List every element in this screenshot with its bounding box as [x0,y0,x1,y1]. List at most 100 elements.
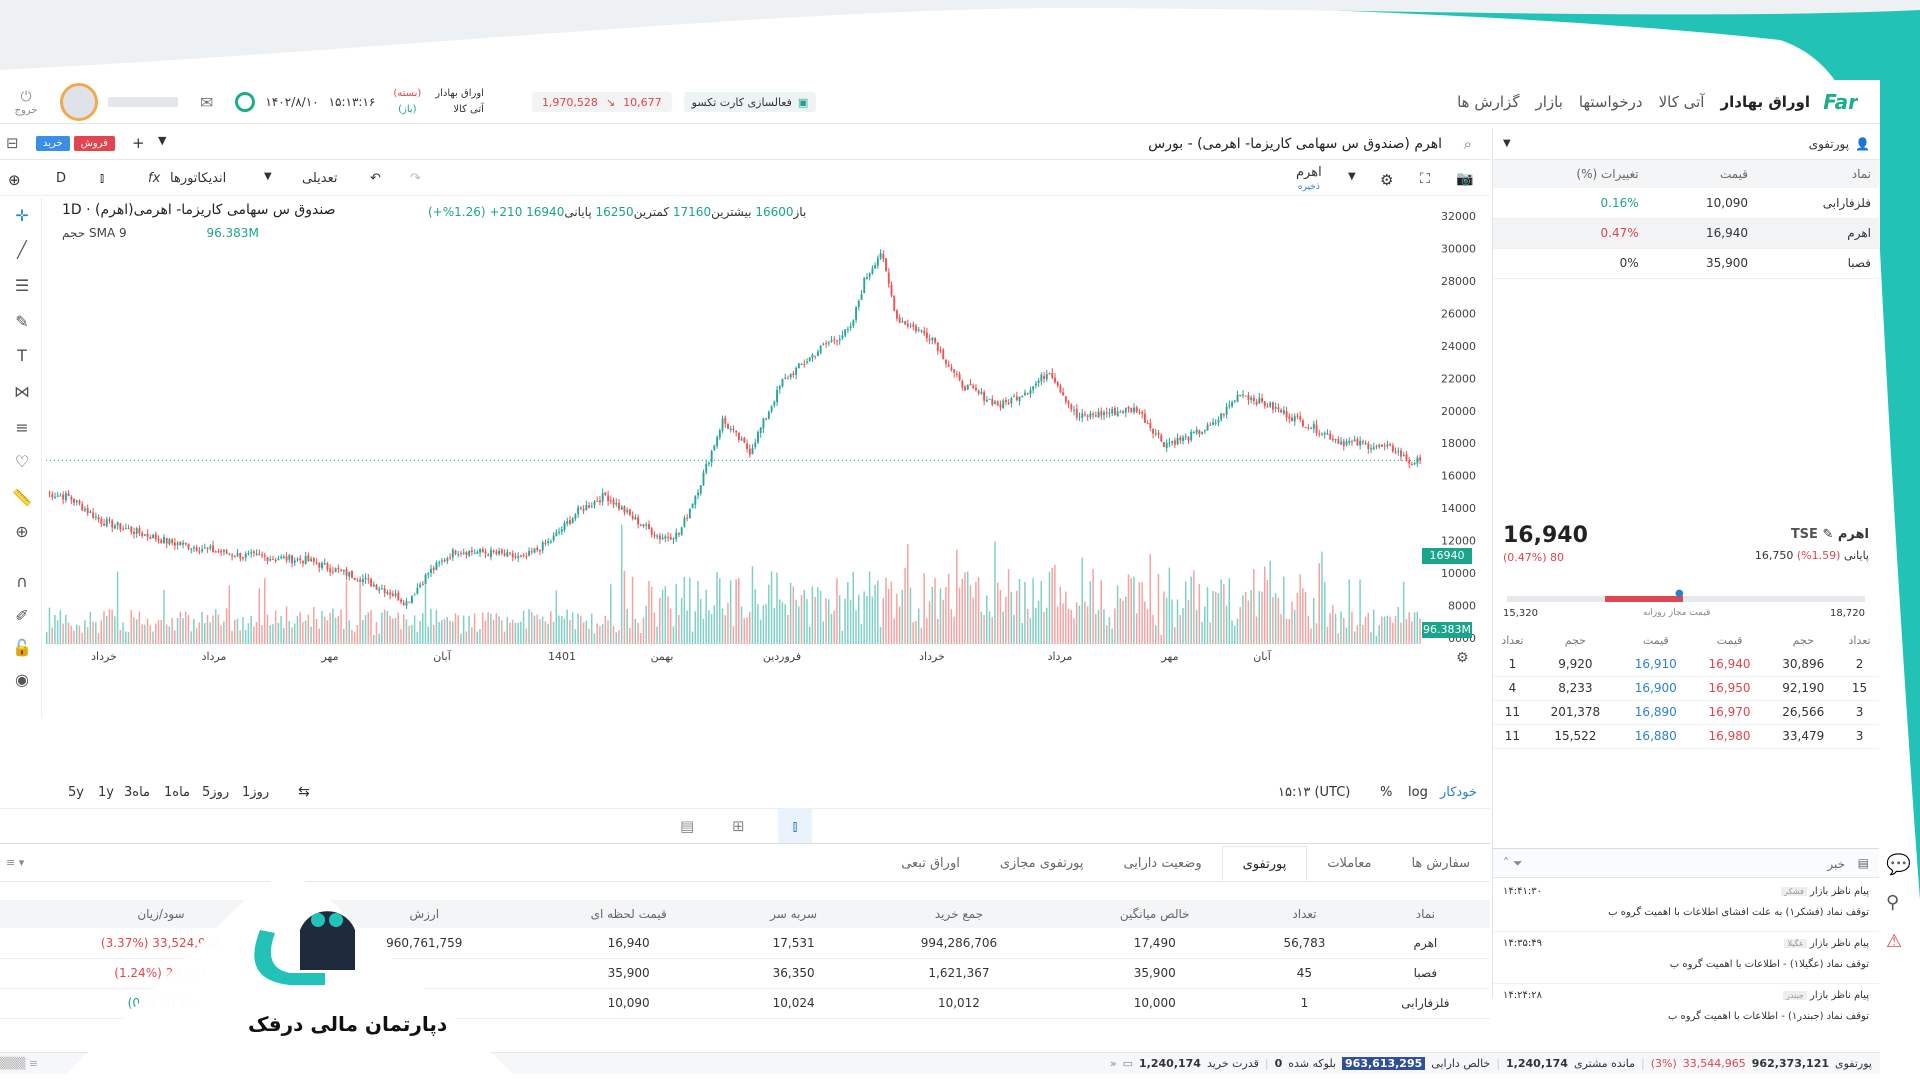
settings-icon[interactable]: ⚙ [1380,171,1394,189]
logout-button[interactable]: ⏻ خروج [6,89,46,116]
range-5d[interactable]: 5روز [202,785,230,800]
utc-time[interactable]: ۱۵:۱۳ (UTC) [1278,785,1351,800]
symbol-title[interactable]: اهرم (صندوق س سهامی کاریزما- اهرمی) - بو… [1148,136,1442,152]
indicators-button[interactable]: اندیکاتورها [170,171,227,186]
filter-icon[interactable]: ⏷ ˄ [1503,856,1523,870]
index-box[interactable]: 1,970,528 ↘ 10,677 [531,92,672,112]
prediction-icon[interactable]: ≡ [15,418,29,437]
range-1d[interactable]: 1روز [242,785,270,800]
range-3m[interactable]: 3ماه [124,785,151,800]
tab-orders[interactable]: سفارش ها [1411,856,1470,871]
order-book-row[interactable]: 11 201,378 16,890 16,970 26,566 3 [1493,700,1879,725]
candle-view-icon[interactable]: ⫾ [778,809,812,843]
wallet-icon[interactable]: ▭ [1122,1057,1134,1070]
range-1m[interactable]: 1ماه [164,785,191,800]
layout-icon[interactable]: ⊟ [6,134,19,152]
volume-tag: 96.383M [1422,622,1472,638]
buy-button[interactable]: خرید [36,136,70,151]
redo-icon[interactable]: ↷ [410,171,421,186]
layout-chevron-icon[interactable]: ▼ [1348,171,1356,182]
news-title[interactable]: خبر [1827,857,1845,871]
nav-securities[interactable]: اوراق بهادار [1720,92,1810,111]
activation-button[interactable]: فعالسازی کارت تکسو ▣ [683,92,817,112]
symbol-info-name[interactable]: اهرم [1837,527,1869,542]
trend-line-icon[interactable]: ╱ [17,240,27,259]
nav-market[interactable]: بازار [1535,92,1563,111]
interval-button[interactable]: D [56,171,67,186]
news-item[interactable]: پیام ناظر بازار جبندر ۱۴:۲۴:۲۸ توقف نماد… [1503,990,1869,1022]
price-chart[interactable]: 6000 8000 10000 12000 14000 16000 18000 20000 22… [42,198,1490,668]
volume-bar [1092,568,1094,644]
grid-view-icon[interactable]: ⊞ [732,817,745,835]
range-1y[interactable]: 1y [98,785,114,800]
col-total-buy[interactable]: جمع خرید [856,900,1062,928]
add-compare-icon[interactable]: ⊕ [8,171,21,189]
news-item[interactable]: پیام ناظر بازار فشکر ۱۴:۴۱:۳۰ توقف نماد … [1493,880,1879,932]
lock-icon[interactable]: 🔓 [12,638,32,657]
add-icon[interactable]: + [132,134,145,152]
col-avg[interactable]: خالص میانگین [1061,900,1249,928]
pattern-icon[interactable]: ⋈ [14,382,30,401]
undo-icon[interactable]: ↶ [370,171,381,186]
candle-body [1334,439,1337,441]
watchlist-row[interactable]: فلزفارابی 10,090 0.16% [1493,188,1879,219]
col-value[interactable]: ارزش [321,900,527,928]
chart-canvas[interactable]: 6000800010000120001400016000180002000022… [42,198,1490,668]
goto-date-icon[interactable]: ⇆ [298,784,310,800]
mail-icon[interactable]: ✉ [200,92,214,112]
order-book-row[interactable]: 1 9,920 16,910 16,940 30,896 2 [1493,652,1879,677]
news-item[interactable]: پیام ناظر بازار عگیلا ۱۴:۳۵:۴۹ توقف نماد… [1493,932,1879,984]
avatar[interactable] [60,83,98,121]
fullscreen-icon[interactable]: ⛶ [1420,171,1430,187]
tab-asset-status[interactable]: وضعیت دارایی [1123,856,1202,871]
chat-icon[interactable]: 💬 [1886,852,1911,876]
text-icon[interactable]: T [17,346,27,365]
tab-trades[interactable]: معاملات [1327,856,1372,871]
percent-toggle[interactable]: % [1380,785,1393,800]
col-last[interactable]: قیمت لحظه ای [526,900,731,928]
chevron-down-icon[interactable]: ▼ [158,134,167,147]
panel-menu-icon[interactable]: ≡ ▾ [6,856,25,869]
nav-requests[interactable]: درخواستها [1578,92,1643,111]
edit-icon[interactable]: ✎ [1822,527,1834,542]
adjust-button[interactable]: تعدیلی [302,171,338,186]
adjust-chevron-icon[interactable]: ▼ [264,171,272,182]
order-book-row[interactable]: 4 8,233 16,900 16,950 92,190 15 [1493,676,1879,701]
chart-type-icon[interactable]: ⫾ [100,171,105,186]
layout-name-button[interactable]: اهرم ذخیره [1296,165,1322,192]
bar-chart-view-icon[interactable]: ▤ [680,817,695,835]
support-icon[interactable]: ⚲ [1886,892,1900,913]
camera-icon[interactable]: 📷 [1456,171,1474,187]
tab-rights[interactable]: اوراق تبعی [901,856,960,871]
magnet-icon[interactable]: ∩ [16,572,28,591]
log-toggle[interactable]: log [1408,785,1428,800]
tab-virtual-portfolio[interactable]: پورتفوی مجازی [999,856,1084,871]
sell-button[interactable]: فروش [73,136,115,151]
nav-reports[interactable]: گزارش ها [1457,92,1520,111]
col-symbol[interactable]: نماد [1360,900,1490,928]
collapse-icon[interactable]: « [1109,1057,1117,1070]
col-breakeven[interactable]: سربه سر [730,900,857,928]
zoom-in-icon[interactable]: ⊕ [15,522,29,541]
lock-drawing-icon[interactable]: ✐ [15,606,29,625]
heart-icon[interactable]: ♡ [14,452,30,471]
watchlist-title[interactable]: پورتفوی [1808,136,1850,151]
auto-toggle[interactable]: خودکار [1440,785,1477,800]
nav-commodity-futures[interactable]: آتی کالا [1658,92,1705,111]
eye-icon[interactable]: ◉ [15,670,29,689]
search-icon[interactable]: ⌕ [1463,135,1472,153]
tab-portfolio[interactable]: پورتفوی [1221,846,1308,881]
crosshair-icon[interactable]: ✛ [15,206,29,225]
col-count[interactable]: تعداد [1248,900,1361,928]
order-book-row[interactable]: 11 15,522 16,880 16,980 33,479 3 [1493,724,1879,749]
ruler-icon[interactable]: 📏 [12,488,32,507]
brush-icon[interactable]: ✎ [15,312,29,331]
watchlist-row[interactable]: فصبا 35,900 0% [1493,248,1879,279]
alert-icon[interactable]: ⚠ [1886,931,1903,952]
watchlist-chevron-icon[interactable]: ▼ [1503,138,1511,149]
horizontal-lines-icon[interactable]: ☰ [14,276,30,295]
range-5y[interactable]: 5y [68,785,84,800]
watchlist-row[interactable]: اهرم 16,940 0.47% [1493,218,1879,249]
status-menu-icon[interactable]: ≡ ▒▒▒ [0,1057,39,1070]
candle-body [707,462,710,465]
